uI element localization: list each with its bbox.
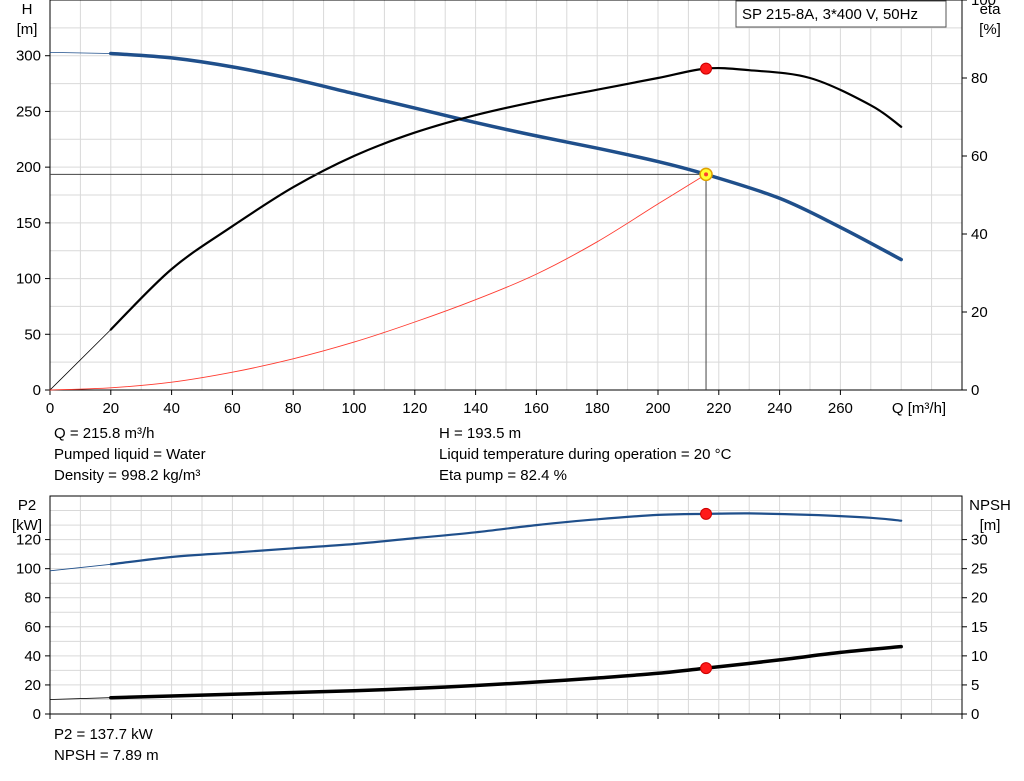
lower-y-right-tick-label: 20 bbox=[971, 590, 988, 607]
lower-series-npsh bbox=[109, 644, 903, 700]
upper-x-tick-label: 40 bbox=[163, 400, 180, 417]
upper-series-efficiency-extension bbox=[49, 329, 112, 391]
lower-y-left-unit: [kW] bbox=[12, 517, 42, 534]
lower-y-left-tick-label: 40 bbox=[24, 648, 41, 665]
upper-x-tick-label: 80 bbox=[285, 400, 302, 417]
lower-y-left-tick-label: 100 bbox=[16, 561, 41, 578]
upper-series-head-extension bbox=[49, 52, 112, 54]
upper-x-tick-label: 240 bbox=[767, 400, 792, 417]
lower-plot-frame bbox=[49, 495, 963, 715]
upper-x-tick-label: 180 bbox=[585, 400, 610, 417]
lower-series-npsh-extension bbox=[49, 697, 112, 700]
info-h: H = 193.5 m bbox=[439, 425, 522, 442]
upper-y-left-tick-label: 50 bbox=[24, 326, 41, 343]
lower-y-right-unit: [m] bbox=[980, 517, 1001, 534]
info-eta: Eta pump = 82.4 % bbox=[439, 467, 567, 484]
upper-series-system-curve bbox=[49, 173, 707, 391]
upper-y-right-tick-label: 60 bbox=[971, 148, 988, 165]
lower-y-right-tick-label: 5 bbox=[971, 677, 979, 694]
lower-y-left-tick-label: 20 bbox=[24, 677, 41, 694]
lower-series-power bbox=[109, 512, 903, 566]
upper-x-tick-label: 140 bbox=[463, 400, 488, 417]
upper-y-left-title: H bbox=[22, 1, 33, 18]
upper-y-left-tick-label: 100 bbox=[16, 271, 41, 288]
lower-y-left-tick-label: 120 bbox=[16, 532, 41, 549]
lower-y-left-tick-label: 60 bbox=[24, 619, 41, 636]
upper-y-right-tick-label: 100 bbox=[971, 0, 996, 9]
upper-y-left-tick-label: 250 bbox=[16, 103, 41, 120]
upper-x-tick-label: 100 bbox=[341, 400, 366, 417]
upper-y-left-tick-label: 200 bbox=[16, 159, 41, 176]
upper-chart-title: SP 215-8A, 3*400 V, 50Hz bbox=[742, 6, 918, 23]
upper-series-efficiency bbox=[109, 66, 903, 331]
upper-x-tick-label: 120 bbox=[402, 400, 427, 417]
upper-y-left-unit: [m] bbox=[17, 21, 38, 38]
upper-series-head bbox=[109, 51, 903, 262]
lower-y-right-tick-label: 10 bbox=[971, 648, 988, 665]
upper-x-tick-label: 20 bbox=[102, 400, 119, 417]
info-p2: P2 = 137.7 kW bbox=[54, 726, 153, 743]
upper-y-right-title: eta bbox=[980, 1, 1002, 18]
upper-y-right-unit: [%] bbox=[979, 21, 1001, 38]
upper-x-tick-label: 220 bbox=[706, 400, 731, 417]
upper-duty-marker-eta bbox=[700, 62, 713, 75]
upper-y-right-tick-label: 40 bbox=[971, 226, 988, 243]
upper-duty-marker-head-dot bbox=[704, 172, 709, 177]
info-temp: Liquid temperature during operation = 20… bbox=[439, 446, 732, 463]
lower-y-right-tick-label: 0 bbox=[971, 706, 979, 723]
lower-y-left-tick-label: 0 bbox=[33, 706, 41, 723]
upper-plot-frame bbox=[49, 0, 963, 391]
upper-y-left-tick-label: 300 bbox=[16, 48, 41, 65]
upper-y-right-tick-label: 80 bbox=[971, 70, 988, 87]
lower-duty-marker-npsh bbox=[700, 662, 713, 675]
upper-y-right-tick-label: 0 bbox=[971, 382, 979, 399]
upper-x-tick-label: 160 bbox=[524, 400, 549, 417]
upper-x-tick-label: 0 bbox=[46, 400, 54, 417]
lower-y-right-tick-label: 25 bbox=[971, 561, 988, 578]
upper-y-left-tick-label: 150 bbox=[16, 215, 41, 232]
upper-y-left-tick-label: 0 bbox=[33, 382, 41, 399]
lower-y-right-tick-label: 15 bbox=[971, 619, 988, 636]
lower-series-power-extension bbox=[49, 563, 112, 572]
upper-title-box bbox=[735, 0, 947, 28]
upper-y-right-tick-label: 20 bbox=[971, 304, 988, 321]
lower-y-left-title: P2 bbox=[18, 497, 36, 514]
info-density: Density = 998.2 kg/m³ bbox=[54, 467, 201, 484]
lower-y-left-tick-label: 80 bbox=[24, 590, 41, 607]
info-q: Q = 215.8 m³/h bbox=[54, 425, 155, 442]
lower-duty-marker-power bbox=[700, 507, 713, 520]
lower-y-right-tick-label: 30 bbox=[971, 532, 988, 549]
upper-x-tick-label: 260 bbox=[828, 400, 853, 417]
lower-y-right-title: NPSH bbox=[969, 497, 1011, 514]
info-npsh: NPSH = 7.89 m bbox=[54, 747, 159, 764]
info-liquid: Pumped liquid = Water bbox=[54, 446, 206, 463]
upper-x-tick-label: 200 bbox=[645, 400, 670, 417]
upper-x-tick-label: 60 bbox=[224, 400, 241, 417]
upper-x-axis-title: Q [m³/h] bbox=[892, 400, 946, 417]
